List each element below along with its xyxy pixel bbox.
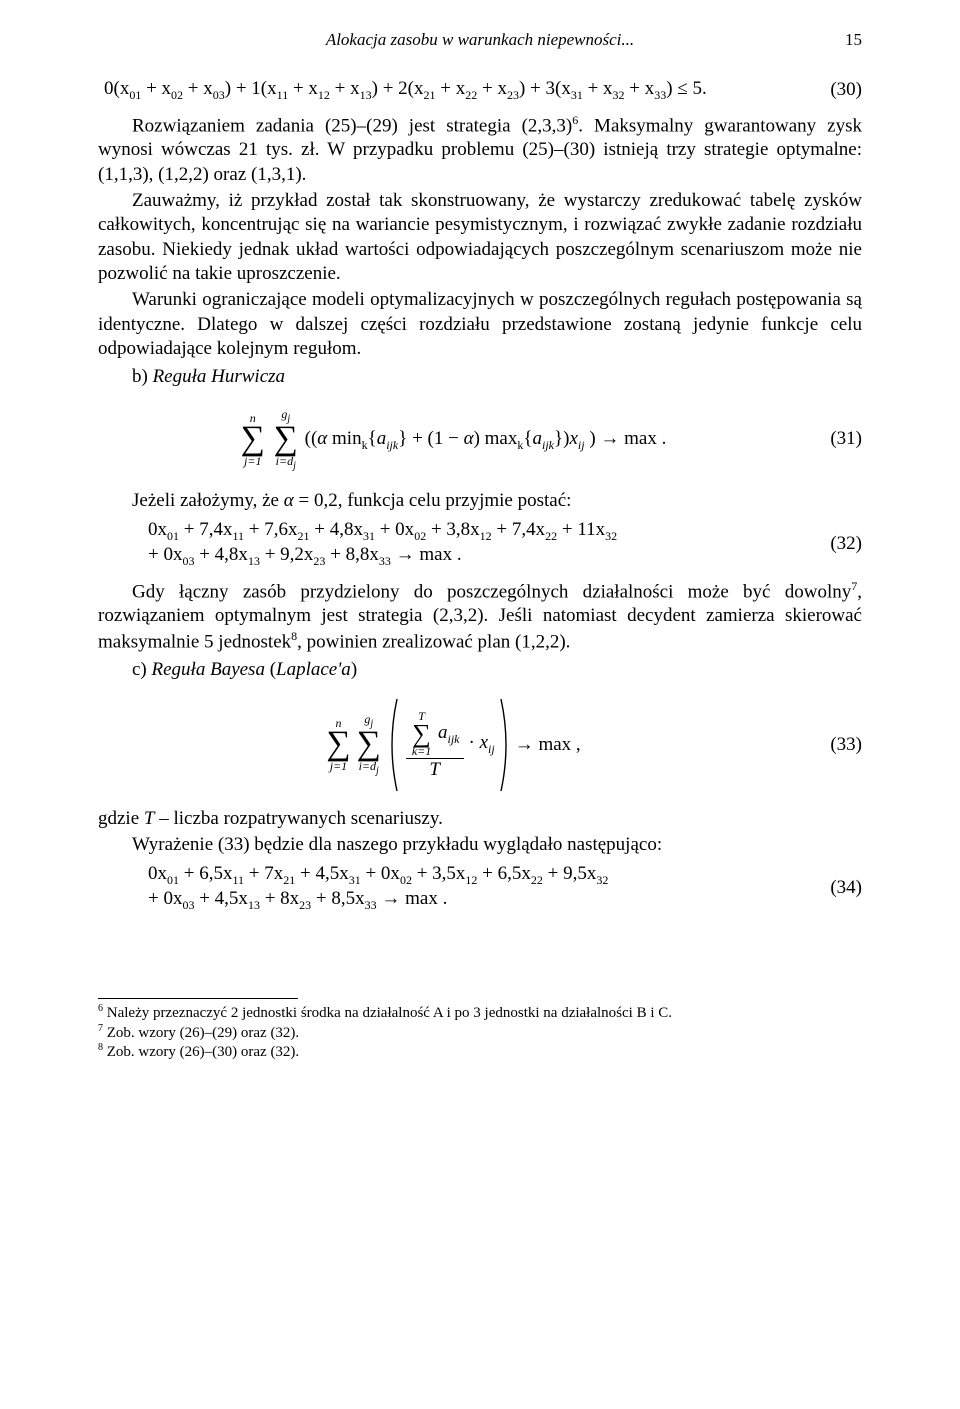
equation-31: n ∑ j=1 gj ∑ i=dj ((α mink{aijk} + (1 − … <box>98 408 807 471</box>
equation-34-line1: 0x01 + 6,5x11 + 7x21 + 4,5x31 + 0x02 + 3… <box>148 863 807 888</box>
arrow-max: → max , <box>515 734 581 756</box>
paragraph-3: Warunki ograniczające modeli optymalizac… <box>98 288 862 361</box>
page-number: 15 <box>845 30 862 50</box>
fraction-numerator: T ∑ k=1 aijk <box>406 710 464 759</box>
footnote-7-text: Zob. wzory (26)–(29) oraz (32). <box>107 1025 299 1041</box>
footnotes: 6 Należy przeznaczyć 2 jednostki środka … <box>98 1003 862 1062</box>
sum-lower: i=dj <box>357 760 381 776</box>
sum-inner-icon: gj ∑ i=dj <box>274 408 298 471</box>
sum-lower: i=dj <box>274 455 298 471</box>
footnote-8: 8 Zob. wzory (26)–(30) oraz (32). <box>98 1042 862 1062</box>
equation-33-number: (33) <box>807 734 862 756</box>
paragraph-9: Wyrażenie (33) będzie dla naszego przykł… <box>98 833 862 857</box>
paragraph-1: Rozwiązaniem zadania (25)–(29) jest stra… <box>98 113 862 187</box>
equation-32: 0x01 + 7,4x11 + 7,6x21 + 4,8x31 + 0x02 +… <box>98 519 807 569</box>
equation-34-line2: + 0x03 + 4,5x13 + 8x23 + 8,5x33 → max . <box>148 888 807 913</box>
running-title: Alokacja zasobu w warunkach niepewności.… <box>326 30 634 49</box>
fraction: T ∑ k=1 aijk T <box>406 710 464 780</box>
equation-31-row: n ∑ j=1 gj ∑ i=dj ((α mink{aijk} + (1 − … <box>98 408 862 471</box>
sum-lower: j=1 <box>326 760 350 772</box>
equation-32-number: (32) <box>807 533 862 555</box>
equation-31-number: (31) <box>807 428 862 450</box>
sum-lower: k=1 <box>412 745 431 757</box>
equation-34: 0x01 + 6,5x11 + 7x21 + 4,5x31 + 0x02 + 3… <box>98 863 807 913</box>
equation-33: n ∑ j=1 gj ∑ i=dj T ∑ <box>98 697 807 793</box>
sum-outer-icon: n ∑ j=1 <box>241 412 265 467</box>
sum-inner-icon: gj ∑ i=dj <box>357 713 381 776</box>
right-paren-icon <box>497 697 513 793</box>
fraction-denominator: T <box>406 759 464 780</box>
equation-30-number: (30) <box>807 79 862 101</box>
equation-30-row: 0(x01 + x02 + x03) + 1(x11 + x12 + x13) … <box>98 78 862 103</box>
sum-lower: j=1 <box>241 455 265 467</box>
sum-outer-icon: n ∑ j=1 <box>326 717 350 772</box>
tail-xij: · xij <box>469 732 495 757</box>
paragraph-8: gdzie T – liczba rozpatrywanych scenariu… <box>98 807 862 831</box>
footnote-7: 7 Zob. wzory (26)–(29) oraz (32). <box>98 1023 862 1043</box>
paragraph-4-hurwicz: b) Reguła Hurwicza <box>98 365 862 389</box>
equation-32-line2: + 0x03 + 4,8x13 + 9,2x23 + 8,8x33 → max … <box>148 544 807 569</box>
a-ijk: aijk <box>438 722 460 743</box>
equation-34-row: 0x01 + 6,5x11 + 7x21 + 4,5x31 + 0x02 + 3… <box>98 863 862 913</box>
left-paren-icon <box>385 697 401 793</box>
equation-31-body: ((α mink{aijk} + (1 − α) maxk{aijk})xij … <box>305 428 667 449</box>
paragraph-7-bayes: c) Reguła Bayesa (Laplace'a) <box>98 658 862 682</box>
paragraph-2: Zauważmy, iż przykład został tak skonstr… <box>98 189 862 286</box>
equation-32-row: 0x01 + 7,4x11 + 7,6x21 + 4,8x31 + 0x02 +… <box>98 519 862 569</box>
equation-33-row: n ∑ j=1 gj ∑ i=dj T ∑ <box>98 697 862 793</box>
equation-30: 0(x01 + x02 + x03) + 1(x11 + x12 + x13) … <box>98 78 807 103</box>
paragraph-5: Jeżeli założymy, że α = 0,2, funkcja cel… <box>98 489 862 513</box>
footnote-6: 6 Należy przeznaczyć 2 jednostki środka … <box>98 1003 862 1023</box>
paragraph-6: Gdy łączny zasób przydzielony do poszcze… <box>98 579 862 655</box>
sum-k-icon: T ∑ k=1 <box>412 710 431 757</box>
page: Alokacja zasobu w warunkach niepewności.… <box>0 0 960 1409</box>
equation-32-line1: 0x01 + 7,4x11 + 7,6x21 + 4,8x31 + 0x02 +… <box>148 519 807 544</box>
running-header: Alokacja zasobu w warunkach niepewności.… <box>98 30 862 50</box>
footnote-8-text: Zob. wzory (26)–(30) oraz (32). <box>107 1044 299 1060</box>
footnote-rule <box>98 998 298 999</box>
footnote-6-text: Należy przeznaczyć 2 jednostki środka na… <box>107 1005 672 1021</box>
equation-34-number: (34) <box>807 877 862 899</box>
